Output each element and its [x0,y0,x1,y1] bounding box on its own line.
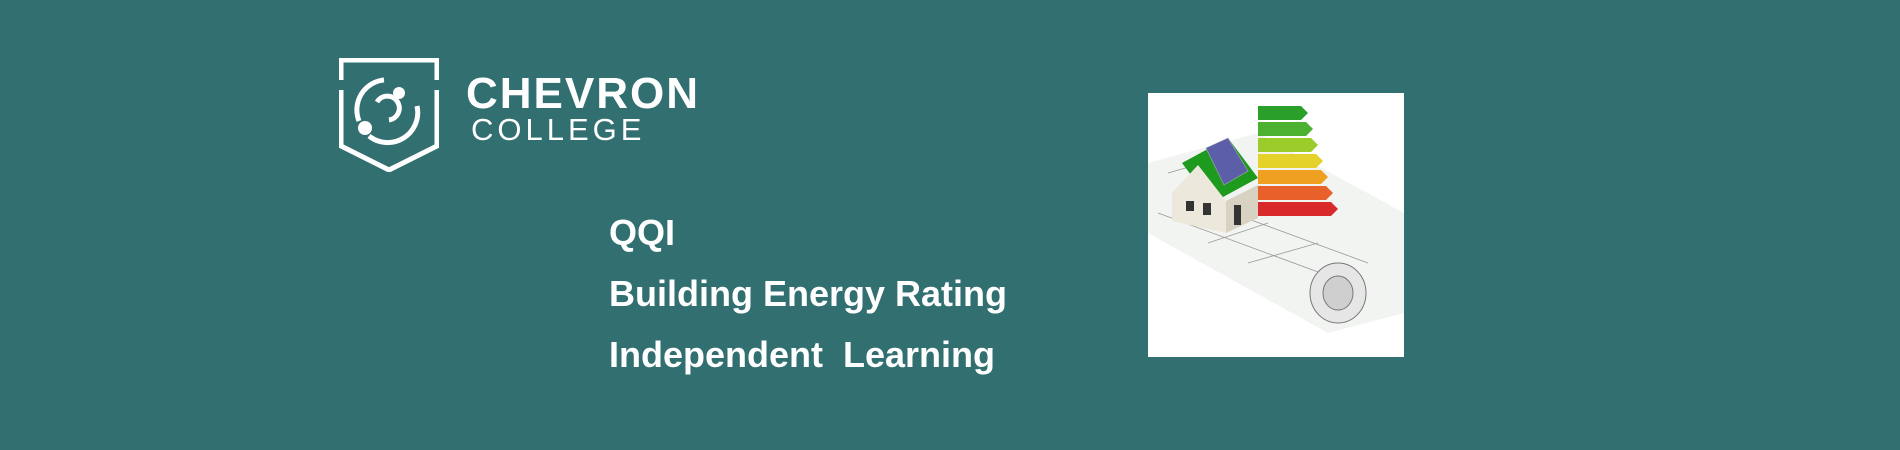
brand-name: CHEVRON [466,69,701,118]
brand-subname: COLLEGE [471,112,646,147]
energy-rating-image [1148,93,1404,357]
headline: QQI Building Energy Rating Independent L… [609,202,1007,385]
rating-bars [1258,106,1338,216]
headline-line: QQI [609,212,676,253]
shield-logo-icon [339,58,439,172]
headline-line: Building Energy Rating [609,273,1008,314]
house-energy-icon [1148,106,1404,333]
headline-line: Independent Learning [609,334,996,375]
